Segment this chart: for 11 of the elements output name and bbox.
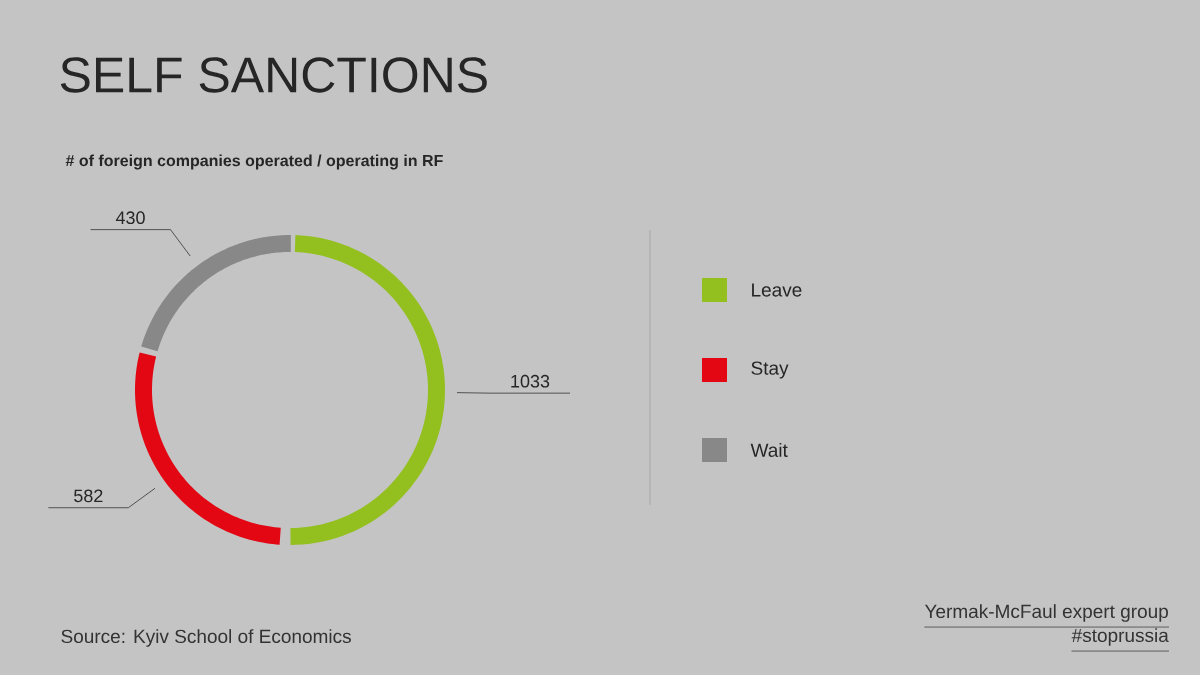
legend-label: Stay: [751, 361, 789, 379]
legend-label: Wait: [750, 443, 788, 457]
data-label: 430: [115, 211, 145, 225]
data-label: 1033: [511, 374, 550, 388]
chart-subtitle: # of foreign companies operated / operating in RF: [65, 154, 443, 170]
text: Yermak-McFaul expert group: [924, 604, 1168, 622]
text: #stoprussia: [1071, 628, 1169, 646]
chart-title: SELF SANCTIONS: [60, 57, 487, 93]
legend-label: Leave: [752, 283, 802, 297]
source-note: Source: Kyiv School of Economics: [61, 629, 351, 647]
data-label: 582: [74, 489, 103, 503]
